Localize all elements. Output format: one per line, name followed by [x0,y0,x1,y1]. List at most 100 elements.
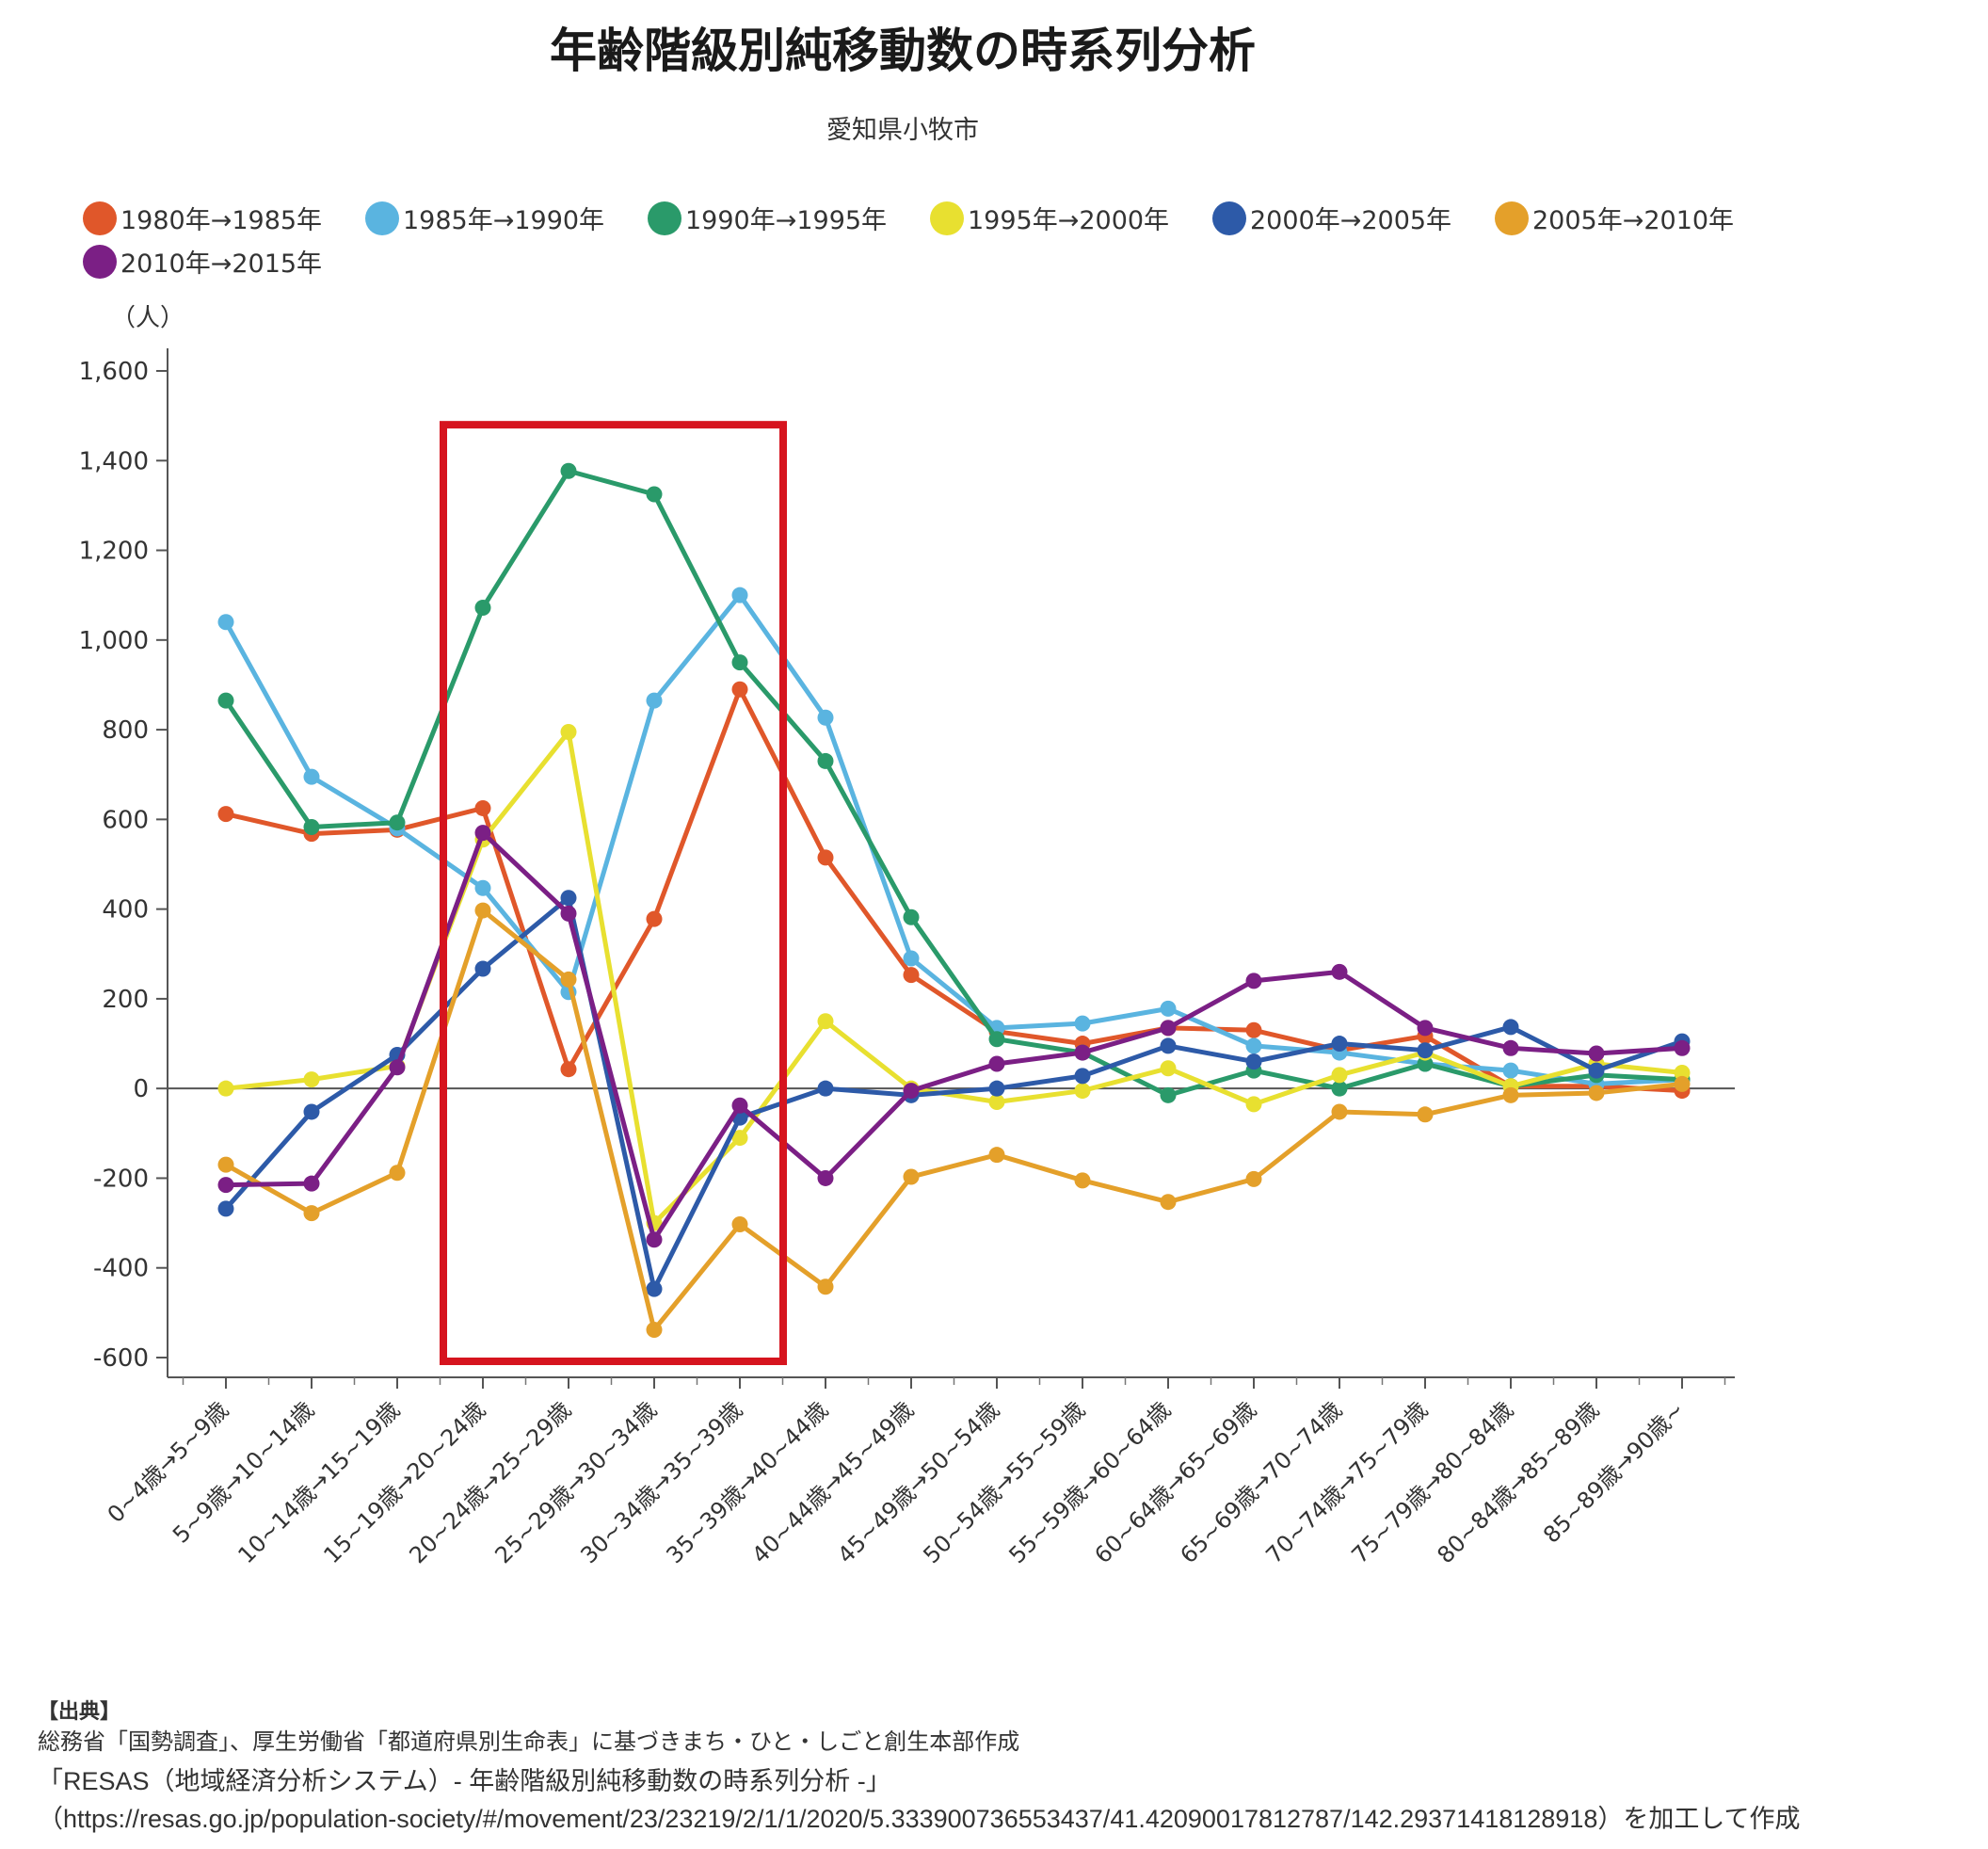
y-tick-label: 800 [102,716,149,745]
data-point [1674,1075,1691,1092]
line-chart: （人） 1,600 1,400 1,200 1,000 800 600 400 200 0 -200… [79,304,1735,1568]
data-point [474,799,491,816]
data-point [560,723,577,740]
data-point [1331,1103,1348,1120]
y-tick-label: 0 [133,1075,149,1103]
y-tick-label: 1,000 [79,627,149,655]
data-point [560,462,577,479]
data-point [817,849,834,866]
data-point [560,905,577,922]
x-tick-label: 45~49歳→50~54歳 [832,1396,1004,1568]
data-point [646,692,663,709]
data-point [1331,1067,1348,1084]
data-point [817,752,834,769]
data-point [1331,1080,1348,1097]
data-point [1160,1194,1177,1211]
data-point [646,1280,663,1297]
y-tick-label: 600 [102,806,149,834]
data-point [560,971,577,988]
data-point [1331,963,1348,980]
data-point [1417,1042,1434,1059]
legend-item[interactable]: 1980年→1985年 [83,200,322,236]
data-point [1674,1039,1691,1056]
data-point [217,692,234,709]
legend-item[interactable]: 2010年→2015年 [83,243,322,280]
data-point [1245,1170,1262,1187]
data-point [646,910,663,927]
x-tick-label: 75~79歳→80~84歳 [1346,1396,1518,1568]
data-point [646,1321,663,1338]
x-tick-label: 50~54歳→55~59歳 [918,1396,1090,1568]
legend-swatch [1495,201,1529,235]
data-point [1417,1055,1434,1072]
data-point [217,1080,234,1097]
source-line-1: 総務省「国勢調査」、厚生労働省「都道府県別生命表」に基づきまち・ひと・しごと創生… [38,1728,1020,1755]
data-point [903,1168,920,1185]
data-point [817,709,834,726]
data-point [903,967,920,984]
data-point [1502,1039,1519,1056]
legend-swatch [365,201,399,235]
data-point [731,1216,748,1233]
x-tick-label: 10~14歳→15~19歳 [232,1396,405,1568]
legend-item[interactable]: 1995年→2000年 [930,200,1169,236]
data-point [1160,1000,1177,1017]
legend-label: 1990年→1995年 [685,206,888,235]
data-point [1160,1060,1177,1077]
data-point [303,768,320,785]
legend-item[interactable]: 2000年→2005年 [1212,200,1451,236]
source-header: 【出典】 [38,1700,121,1724]
series-line-5 [224,895,1683,1292]
data-point [560,1061,577,1078]
legend-label: 1995年→2000年 [968,206,1170,235]
data-point [1074,1044,1091,1061]
data-point [474,600,491,617]
data-point [1245,1096,1262,1113]
x-tick-label: 35~39歳→40~44歳 [661,1396,833,1568]
legend-swatch [1212,201,1246,235]
data-point [731,1130,748,1147]
data-point [903,1083,920,1100]
series-line-7 [225,830,1683,1243]
data-point [303,1103,320,1120]
data-point [646,486,663,503]
y-tick-label: 1,600 [79,358,149,386]
data-point [1074,1083,1091,1100]
data-point [646,1231,663,1248]
x-tick-label: 85~89歳→90歳~ [1538,1396,1690,1548]
data-point [389,1059,406,1076]
legend-item[interactable]: 1990年→1995年 [648,200,887,236]
legend-item[interactable]: 1985年→1990年 [365,200,604,236]
y-tick-label: -200 [93,1165,149,1193]
legend-label: 1980年→1985年 [120,206,323,235]
data-point [560,890,577,907]
data-point [217,806,234,823]
data-point [1674,1065,1691,1082]
data-point [303,1175,320,1192]
data-point [1074,1015,1091,1032]
legend-label: 2000年→2005年 [1250,206,1452,235]
data-point [1502,1019,1519,1036]
data-point [1588,1062,1605,1079]
data-point [1245,1021,1262,1038]
x-tick-label: 80~84歳→85~89歳 [1432,1396,1604,1568]
legend-label: 1985年→1990年 [403,206,605,235]
data-point [731,654,748,671]
chart-subtitle: 愛知県小牧市 [826,116,979,145]
data-point [1245,1037,1262,1054]
data-point [1588,1045,1605,1062]
data-point [731,681,748,698]
data-point [903,908,920,925]
x-tick-label: 70~74歳→75~79歳 [1260,1396,1433,1568]
data-point [731,1097,748,1114]
x-tick-label: 30~34歳→35~39歳 [575,1396,747,1568]
data-point [1160,1086,1177,1103]
y-tick-label: -600 [93,1344,149,1373]
source-line-3: （https://resas.go.jp/population-society/… [38,1805,1801,1833]
data-point [1245,1053,1262,1070]
data-point [731,587,748,603]
legend-item[interactable]: 2005年→2010年 [1495,200,1734,236]
legend-label: 2005年→2010年 [1532,206,1735,235]
data-point [1331,1036,1348,1053]
data-point [474,825,491,842]
